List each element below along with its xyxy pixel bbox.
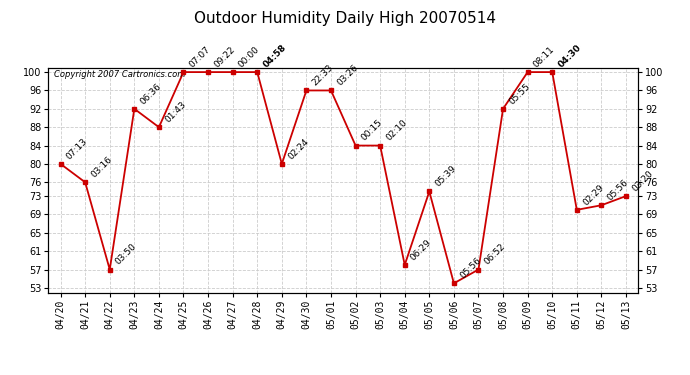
Text: Copyright 2007 Cartronics.com: Copyright 2007 Cartronics.com xyxy=(55,70,186,79)
Text: 07:13: 07:13 xyxy=(65,136,90,161)
Text: 06:36: 06:36 xyxy=(139,81,163,106)
Text: 05:55: 05:55 xyxy=(507,81,532,106)
Text: 03:50: 03:50 xyxy=(114,242,139,267)
Text: 03:26: 03:26 xyxy=(335,63,359,88)
Text: 01:43: 01:43 xyxy=(163,100,188,124)
Text: 02:10: 02:10 xyxy=(384,118,409,143)
Text: 00:15: 00:15 xyxy=(359,118,384,143)
Text: 05:39: 05:39 xyxy=(433,164,458,189)
Text: 04:58: 04:58 xyxy=(262,43,288,69)
Text: Outdoor Humidity Daily High 20070514: Outdoor Humidity Daily High 20070514 xyxy=(194,11,496,26)
Text: 09:22: 09:22 xyxy=(213,45,237,69)
Text: 02:24: 02:24 xyxy=(286,137,310,161)
Text: 08:11: 08:11 xyxy=(532,45,556,69)
Text: 04:30: 04:30 xyxy=(556,43,583,69)
Text: 05:56: 05:56 xyxy=(606,178,630,203)
Text: 03:20: 03:20 xyxy=(630,169,655,193)
Text: 06:52: 06:52 xyxy=(482,242,507,267)
Text: 02:29: 02:29 xyxy=(581,183,605,207)
Text: 00:00: 00:00 xyxy=(237,45,262,69)
Text: 05:56: 05:56 xyxy=(458,256,483,280)
Text: 06:29: 06:29 xyxy=(409,238,433,262)
Text: 03:16: 03:16 xyxy=(89,155,114,180)
Text: 22:33: 22:33 xyxy=(310,63,335,88)
Text: 07:07: 07:07 xyxy=(188,45,213,69)
